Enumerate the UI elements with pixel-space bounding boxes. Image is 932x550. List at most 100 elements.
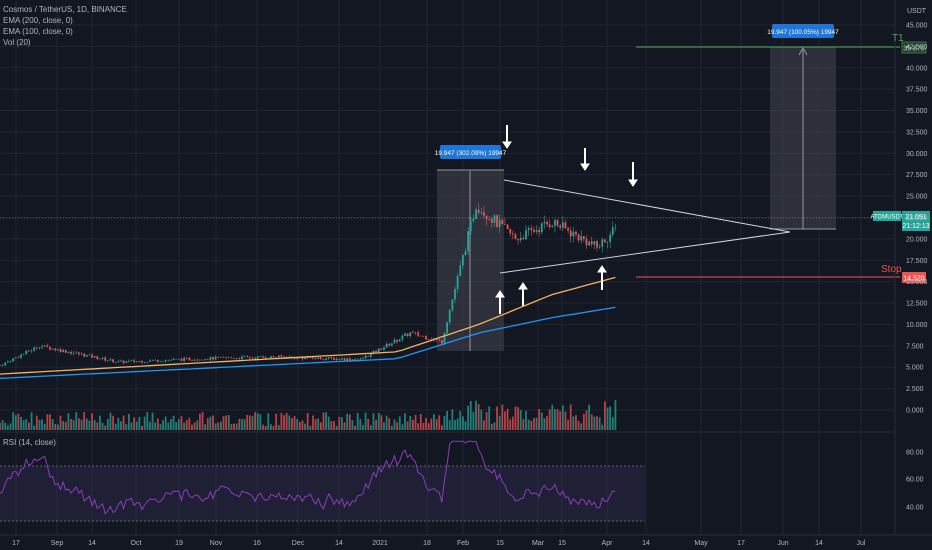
candle-body: [488, 219, 491, 220]
volume-bar: [288, 415, 291, 430]
candle-body: [398, 339, 401, 342]
volume-bar: [293, 416, 296, 430]
volume-bar: [130, 422, 133, 430]
indicator-volume[interactable]: Vol (20): [3, 38, 31, 47]
volume-bar: [567, 419, 569, 430]
volume-bar: [164, 416, 167, 430]
candle-body: [498, 219, 501, 227]
candle-body: [12, 358, 15, 362]
candle-body: [104, 357, 107, 361]
volume-bar: [577, 420, 580, 430]
volume-bar: [490, 423, 493, 430]
volume-bar: [280, 413, 283, 430]
candle-body: [375, 350, 377, 353]
volume-bar: [422, 422, 425, 430]
candle-body: [20, 354, 22, 358]
candle-body: [135, 361, 138, 363]
price-tick-label: 37.500: [906, 87, 928, 94]
rsi-title[interactable]: RSI (14, close): [3, 438, 56, 447]
candle-body: [70, 352, 72, 354]
volume-bar: [133, 417, 136, 430]
volume-bar: [319, 422, 322, 430]
candle-body: [209, 357, 212, 360]
candle-body: [590, 241, 593, 245]
volume-bar: [522, 419, 525, 430]
candle-body: [448, 310, 451, 323]
candle-body: [41, 346, 43, 348]
candle-body: [196, 359, 199, 361]
volume-bar: [362, 424, 364, 430]
candle-body: [575, 231, 577, 235]
indicator-ema100[interactable]: EMA (100, close, 0): [3, 27, 73, 36]
price-tick-label: 5.000: [906, 365, 924, 372]
volume-bar: [604, 401, 606, 430]
candle-body: [333, 358, 335, 360]
volume-bar: [188, 417, 191, 430]
candle-body: [412, 332, 414, 334]
candle-body: [582, 236, 585, 240]
price-tick-label: 30.000: [906, 151, 928, 158]
volume-bar: [582, 413, 585, 430]
volume-bar: [267, 413, 270, 430]
price-tick-label: 35.000: [906, 108, 928, 115]
volume-bar: [611, 416, 614, 430]
candles: [0, 203, 617, 367]
volume-bar: [277, 425, 280, 430]
volume-bar: [564, 411, 567, 430]
volume-bar: [248, 415, 251, 430]
candle-body: [469, 221, 472, 232]
volume-bar: [151, 412, 154, 430]
volume-bar: [451, 409, 454, 430]
candle-body: [59, 349, 62, 352]
candle-body: [372, 350, 375, 354]
price-tick-label: 0.000: [906, 408, 924, 415]
volume-bar: [93, 420, 96, 430]
time-tick-label: Apr: [602, 540, 614, 547]
volume-bar: [393, 419, 396, 430]
candle-body: [154, 360, 157, 361]
volume-bar: [412, 419, 414, 430]
candle-body: [6, 361, 9, 363]
candle-body: [301, 357, 304, 359]
candle-body: [611, 227, 614, 235]
candle-body: [369, 353, 372, 357]
volume-bar: [177, 419, 180, 430]
time-ticks: 17 Sep 14 Oct 19 Nov 16 Dec 14 2021 18 Feb 15 Mar 15 Ap…: [12, 540, 866, 547]
volume-bar: [546, 415, 548, 430]
ticker-badge: ATOMUSDT: [870, 215, 903, 221]
volume-bar: [198, 413, 201, 430]
volume-bar: [388, 418, 391, 430]
indicator-ema200[interactable]: EMA (200, close, 0): [3, 16, 73, 25]
pole-label: 19.947 (302.09%) 19947: [435, 150, 507, 157]
up-arrow-head: [518, 282, 528, 290]
candle-body: [527, 228, 530, 231]
candle-body: [414, 332, 417, 334]
candle-body: [0, 365, 1, 367]
candle-body: [259, 356, 262, 358]
volume-bar: [483, 420, 485, 430]
time-tick-label: Jun: [777, 540, 788, 547]
candle-body: [117, 361, 120, 363]
candle-body: [101, 357, 104, 359]
volume-bar: [427, 423, 430, 430]
volume-bar: [333, 421, 335, 430]
target-label: 19.947 (100.05%) 19947: [767, 29, 839, 36]
volume-bar: [383, 422, 385, 430]
candle-body: [162, 361, 164, 362]
candle-body: [454, 289, 456, 300]
volume-bar: [43, 423, 46, 430]
candle-body: [4, 362, 7, 366]
time-tick-label: 2021: [372, 540, 388, 547]
candle-body: [490, 219, 493, 223]
candle-body: [530, 228, 533, 230]
stop-name: Stop: [881, 264, 902, 275]
volume-bar: [80, 419, 83, 430]
volume-bar: [243, 419, 246, 430]
candle-body: [506, 224, 509, 230]
volume-bar: [296, 418, 299, 430]
volume-bar: [30, 412, 33, 430]
symbol-title: Cosmos / TetherUS, 1D, BINANCE: [3, 5, 127, 14]
volume-bar: [480, 409, 483, 430]
candle-body: [509, 229, 512, 234]
